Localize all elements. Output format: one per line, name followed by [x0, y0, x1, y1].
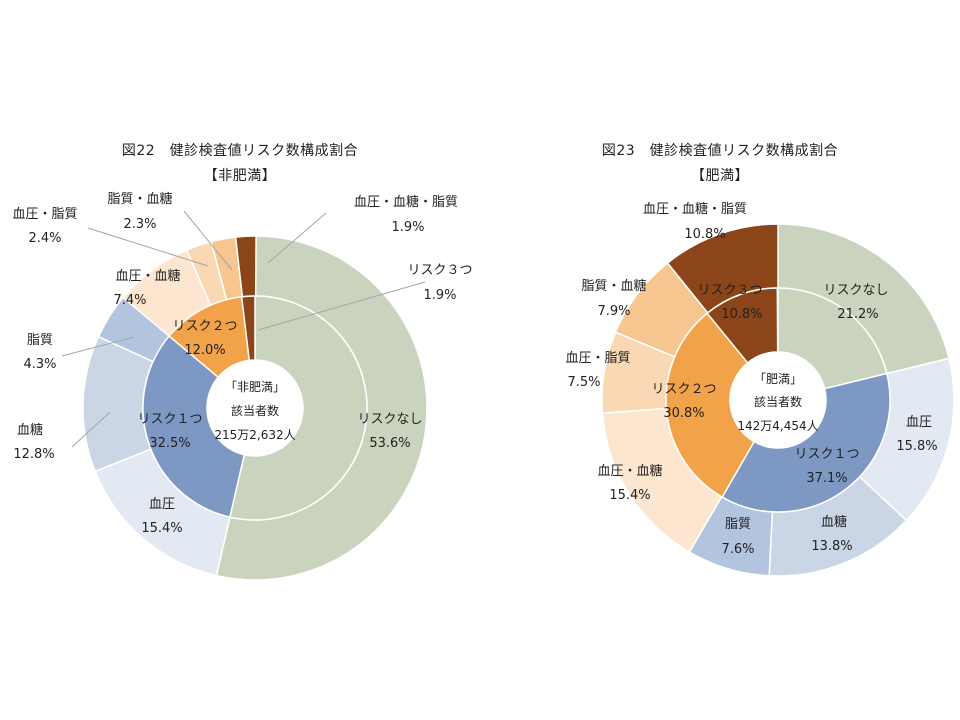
slice-name-label: 血圧・脂質 [565, 351, 630, 366]
slice-name-label: 血圧 [149, 497, 175, 512]
slice-name-label: リスクなし [823, 283, 888, 298]
chart-title: 図23 健診検査値リスク数構成割合 [601, 143, 839, 159]
slice-name-label: 脂質・血糖 [107, 191, 172, 207]
slice-name-label: 血糖 [17, 422, 43, 438]
slice-name-label: 血圧・血糖 [597, 463, 662, 479]
slice-value-label: 1.9% [391, 220, 424, 235]
chart-title: 図22 健診検査値リスク数構成割合 [121, 143, 359, 159]
slice-name-label: リスク１つ [137, 412, 202, 427]
slice-name-label: 血糖 [821, 514, 847, 530]
slice-name-label: 脂質 [27, 333, 53, 348]
slice-name-label: 血圧・脂質 [12, 207, 77, 222]
inner-ring [142, 295, 368, 521]
center-label-line: 該当者数 [231, 403, 279, 418]
slice-value-label: 2.4% [28, 231, 61, 246]
slice-name-label: 脂質・血糖 [581, 278, 646, 294]
slice-value-label: 10.8% [721, 307, 762, 322]
center-label-line: 215万2,632人 [214, 428, 295, 442]
slice-value-label: 7.6% [721, 542, 754, 557]
slice-value-label: 15.8% [896, 439, 937, 454]
slice-value-label: 30.8% [663, 406, 704, 421]
slice-value-label: 21.2% [837, 307, 878, 322]
slice-name-label: 血圧 [906, 415, 932, 430]
slice-value-label: 4.3% [23, 357, 56, 372]
slice-value-label: 2.3% [123, 217, 156, 232]
center-label-line: 「肥満」 [754, 372, 802, 386]
leader-line [183, 210, 233, 271]
data-labels: リスクなし 21.2% リスク１つ 37.1% リスク２つ 30.8% リスク３つ 10.8%… [565, 201, 937, 557]
center-label-line: 「非肥満」 [225, 380, 285, 394]
slice-value-label: 1.9% [423, 288, 456, 303]
center-label-line: 該当者数 [754, 394, 802, 409]
center-label-line: 142万4,454人 [737, 419, 818, 433]
slice-name-label: 血圧・血糖・脂質 [643, 201, 747, 217]
slice-name-label: リスク３つ [697, 283, 762, 298]
slice-value-label: 7.4% [113, 293, 146, 308]
slice-name-label: リスクなし [357, 412, 422, 427]
slice-name-label: リスク３つ [407, 263, 472, 278]
slice-name-label: リスク２つ [172, 319, 237, 334]
slice-value-label: 10.8% [684, 227, 725, 242]
slice-value-label: 15.4% [609, 488, 650, 503]
slice-value-label: 32.5% [149, 436, 190, 451]
slice-value-label: 12.8% [13, 447, 54, 462]
chart-subtitle: 【非肥満】 [203, 168, 277, 184]
chart-subtitle: 【肥満】 [691, 168, 749, 184]
leader-line [267, 212, 327, 264]
slice-value-label: 12.0% [184, 343, 225, 358]
center-label: 「非肥満」該当者数 215万2,632人 [214, 380, 295, 442]
donut-chart-obese: リスクなし 21.2% リスク１つ 37.1% リスク２つ 30.8% リスク３つ 10.8%… [565, 201, 955, 577]
chart-panel-obese: 図23 健診検査値リスク数構成割合 【肥満】 リスクなし 21.2% リスク１つ 37… [480, 0, 960, 720]
slice-name-label: 脂質 [725, 517, 751, 532]
leader-line [87, 227, 209, 267]
slice-value-label: 7.9% [597, 304, 630, 319]
center-label: 「肥満」該当者数 142万4,454人 [737, 372, 818, 433]
outer-ring [82, 235, 428, 581]
slice-value-label: 37.1% [806, 471, 847, 486]
slice-value-label: 7.5% [567, 375, 600, 390]
data-labels: リスクなし 53.6% リスク１つ 32.5% リスク２つ 12.0% リスク３つ 1.9% 血… [12, 191, 472, 536]
slice-value-label: 53.6% [369, 436, 410, 451]
donut-chart-non-obese: リスクなし 53.6% リスク１つ 32.5% リスク２つ 12.0% リスク３つ 1.9% 血… [12, 191, 473, 581]
slice-value-label: 15.4% [141, 521, 182, 536]
slice-value-label: 13.8% [811, 539, 852, 554]
slice-name-label: リスク２つ [651, 382, 716, 397]
slice-name-label: 血圧・血糖 [115, 268, 180, 284]
outer-ring [601, 223, 955, 577]
leader-line [61, 336, 135, 357]
leader-line [71, 411, 111, 448]
leader-line [257, 281, 426, 331]
donut-hole [207, 360, 303, 456]
slice-name-label: リスク１つ [794, 447, 859, 462]
slice-name-label: 血圧・血糖・脂質 [354, 194, 458, 210]
leader-lines [61, 210, 426, 448]
chart-panel-non-obese: 図22 健診検査値リスク数構成割合 【非肥満】 リスクなし 53.6% リスク１つ 3… [12, 143, 473, 581]
donut-hole [730, 352, 826, 448]
